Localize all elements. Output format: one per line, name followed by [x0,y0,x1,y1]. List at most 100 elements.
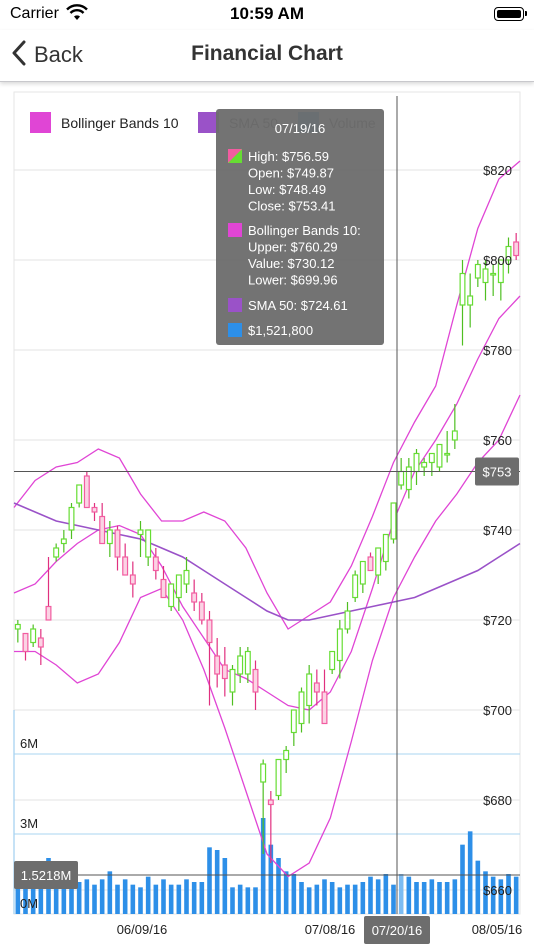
back-button[interactable]: Back [12,38,83,72]
carrier-label: Carrier [10,5,59,22]
volume-bar [38,866,44,914]
price-tick-label: $820 [483,163,512,178]
volume-bar [115,884,120,914]
volume-bar [329,882,335,914]
price-tick-label: $680 [483,793,512,808]
candle-body [283,749,290,761]
candle-body [83,475,90,509]
chevron-left-icon [12,40,26,71]
volume-bar [84,879,90,914]
candle-body [145,529,152,558]
candle-body [76,484,83,504]
candle-body [267,799,274,806]
tooltip-high: High: $756.59 [248,149,329,164]
volume-bar [314,884,320,914]
candle-body [352,574,359,599]
volume-bar [375,879,381,914]
candle-body [321,691,328,725]
volume-bar [406,876,412,914]
candle-body [329,650,336,671]
volume-bar [76,882,82,914]
date-tick-label: 06/09/16 [117,922,168,937]
candle-body [260,763,267,783]
candlesticks [14,233,520,863]
volume-bar [92,884,97,914]
indicator-lines [13,160,521,878]
candle-body [198,601,205,621]
candle-body [306,673,313,707]
candle-body [30,628,37,644]
candle-body [382,533,389,563]
crosshair-volume-label: 1.5218M [21,868,72,883]
volume-bar [429,879,435,914]
sma-50-line [13,502,521,621]
tooltip-date: 07/19/16 [275,121,326,136]
price-tick-label: $740 [483,523,512,538]
legend-swatch [30,112,51,133]
candle-body [252,668,259,693]
candle-body [290,709,297,734]
financial-chart[interactable]: $820 $800 $780 $760 $740 $720 $700 $680 $660 6M 3… [0,82,534,950]
wifi-icon [66,4,88,27]
volume-bar [230,887,235,914]
volume-bar [176,884,182,914]
candle-body [168,583,175,608]
candle-body [451,430,458,441]
volume-bars [15,818,519,914]
volume-bar [299,882,304,914]
volume-bar [276,858,281,914]
volume-bar [268,844,274,914]
candle-body [45,605,52,621]
candle-body [237,655,244,675]
candle-body [183,569,190,585]
legend-swatch [198,112,219,133]
volume-bar [30,876,36,914]
volume-bar [383,874,389,914]
tooltip-volume-swatch [228,323,242,337]
volume-bar [345,884,350,914]
tooltip-ohlc-icon-half [228,149,242,163]
chart-canvas[interactable]: $820 $800 $780 $760 $740 $720 $700 $680 $660 6M 3… [0,82,534,950]
bollinger-value-line [13,295,521,711]
candle-body [22,632,29,653]
candle-body [459,272,466,306]
volume-bar [161,879,166,914]
volume-bar [283,871,289,914]
price-tick-label: $780 [483,343,512,358]
tooltip-open: Open: $749.87 [248,166,334,181]
volume-bar [337,887,343,914]
status-bar: Carrier 10:59 AM [0,0,534,30]
candle-body [375,547,382,576]
candle-body [367,556,374,572]
candle-body [175,574,182,599]
candle-body [390,502,397,540]
candle-body [513,241,520,257]
volume-bar [245,887,251,914]
volume-bar [153,884,159,914]
candle-body [359,560,366,585]
volume-bar [414,882,419,914]
candle-body [129,574,136,585]
candle-body [421,461,428,468]
volume-bar [498,879,504,914]
crosshair-price-badge [475,457,519,486]
candle-body [436,443,443,468]
volume-bar [145,876,151,914]
volume-bar [214,850,220,914]
price-tick-label: $760 [483,433,512,448]
candle-body [497,259,504,284]
bollinger-upper-line [13,160,521,630]
candle-body [275,758,282,797]
volume-bar [53,879,59,914]
battery-icon [494,7,527,21]
candle-body [405,466,412,491]
tooltip-close: Close: $753.41 [248,199,335,214]
volume-bar [475,860,481,914]
crosshair: $753 07/20/16 1.5218M [14,96,520,944]
volume-bar [253,887,258,914]
volume-bar [184,879,189,914]
volume-bar [99,879,105,914]
bollinger-lower-line [14,394,521,878]
volume-bar [421,882,427,914]
